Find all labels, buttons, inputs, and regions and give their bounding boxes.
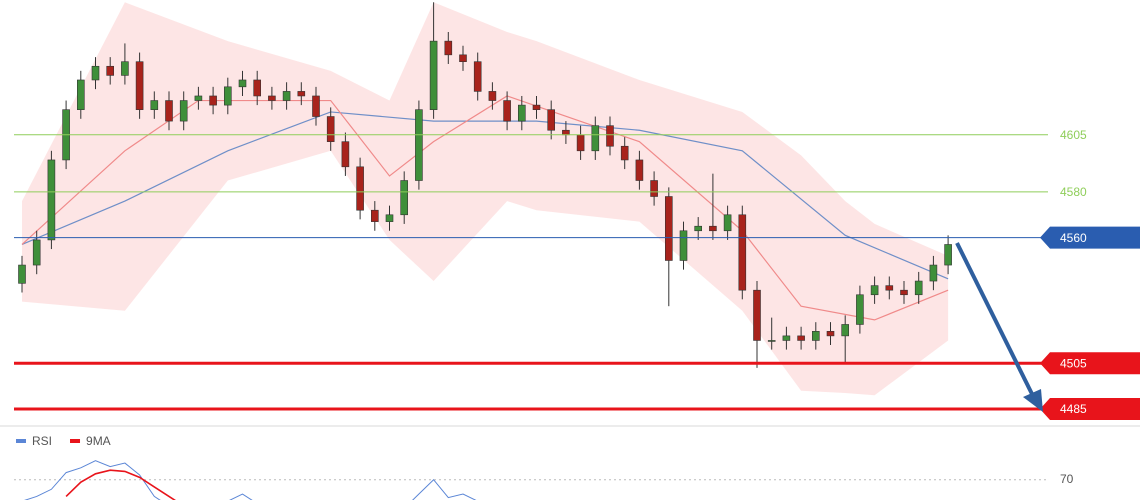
candle-body bbox=[91, 65, 100, 81]
candle-body bbox=[562, 129, 570, 136]
candle-body bbox=[929, 264, 938, 282]
candle-body bbox=[224, 86, 232, 106]
candle-body bbox=[297, 91, 306, 97]
candle-body bbox=[312, 95, 320, 117]
candle-body bbox=[268, 95, 276, 101]
candle-body bbox=[517, 104, 526, 122]
candle-body bbox=[635, 159, 644, 181]
arrow-shaft bbox=[955, 242, 1035, 397]
candle-body bbox=[885, 285, 894, 291]
level-label: 4580 bbox=[1060, 185, 1087, 199]
candle-body bbox=[415, 109, 423, 181]
level-label: 4485 bbox=[1060, 402, 1087, 416]
candle-body bbox=[503, 100, 511, 122]
candle-body bbox=[650, 180, 658, 197]
candle-body bbox=[488, 91, 497, 101]
level-tag bbox=[1040, 398, 1140, 421]
candle-body bbox=[121, 61, 129, 76]
candle-body bbox=[238, 79, 247, 88]
legend-label: RSI bbox=[32, 434, 52, 448]
candle-body bbox=[914, 280, 923, 296]
candle-body bbox=[459, 54, 467, 62]
candle-body bbox=[620, 145, 629, 161]
candle-body bbox=[429, 40, 438, 110]
indicator-line bbox=[24, 460, 477, 500]
moving-average bbox=[21, 111, 949, 280]
candle-body bbox=[32, 239, 41, 266]
candle-body bbox=[547, 109, 556, 131]
candle-body bbox=[767, 340, 776, 342]
level-label: 4605 bbox=[1060, 128, 1087, 142]
candle-body bbox=[179, 100, 188, 122]
candle-body bbox=[356, 166, 364, 211]
candle-body bbox=[723, 214, 732, 232]
level-tag bbox=[1040, 352, 1140, 375]
candle-body bbox=[709, 225, 717, 232]
main-plot bbox=[18, 2, 952, 368]
candle-body bbox=[797, 335, 805, 341]
y-tick-label: 70 bbox=[1060, 472, 1074, 486]
candle-body bbox=[841, 324, 850, 337]
candle-body bbox=[385, 214, 394, 222]
candle-body bbox=[532, 104, 541, 110]
candle-body bbox=[77, 79, 85, 110]
candle-body bbox=[47, 159, 56, 241]
level-label: 4560 bbox=[1060, 231, 1087, 245]
forecast-arrow bbox=[955, 242, 1043, 412]
candle-body bbox=[135, 61, 144, 110]
candle-body bbox=[944, 244, 952, 266]
rsi-lines bbox=[24, 460, 477, 500]
candle-body bbox=[209, 95, 217, 106]
indicator-line bbox=[65, 469, 176, 500]
candle-body bbox=[194, 95, 203, 101]
candle-body bbox=[900, 289, 908, 296]
rsi-panel: 70 RSI 9MA bbox=[14, 434, 1074, 500]
levels-layer: 4605 4580 4560 4505 4485 bbox=[14, 128, 1140, 421]
candle-body bbox=[473, 61, 482, 92]
candle-body bbox=[341, 141, 350, 168]
legend-label: 9MA bbox=[86, 434, 111, 448]
candle-body bbox=[326, 116, 335, 142]
candle-body bbox=[400, 180, 409, 216]
candle-body bbox=[856, 294, 864, 325]
candle-body bbox=[370, 209, 379, 222]
arrow-head bbox=[1023, 389, 1043, 412]
level-tag bbox=[1040, 226, 1140, 249]
legend-swatch bbox=[70, 439, 81, 443]
candle-body bbox=[253, 79, 261, 97]
candle-body bbox=[282, 91, 291, 101]
legend-swatch bbox=[16, 439, 26, 443]
candle-body bbox=[18, 264, 26, 284]
candle-body bbox=[606, 125, 614, 147]
candle-body bbox=[591, 125, 600, 152]
candle-body bbox=[444, 40, 453, 56]
candle-body bbox=[738, 214, 747, 291]
candle-body bbox=[826, 331, 835, 337]
candle-body bbox=[165, 100, 173, 122]
candle-body bbox=[870, 285, 879, 296]
candle-body bbox=[811, 331, 820, 341]
level-label: 4505 bbox=[1060, 356, 1087, 370]
candle-body bbox=[782, 335, 791, 341]
candle-body bbox=[694, 225, 703, 232]
candle-body bbox=[664, 196, 673, 261]
candle-body bbox=[576, 134, 585, 152]
candle-body bbox=[150, 100, 159, 110]
candle-body bbox=[753, 289, 761, 341]
candle-body bbox=[679, 230, 688, 261]
candle-body bbox=[106, 65, 114, 76]
